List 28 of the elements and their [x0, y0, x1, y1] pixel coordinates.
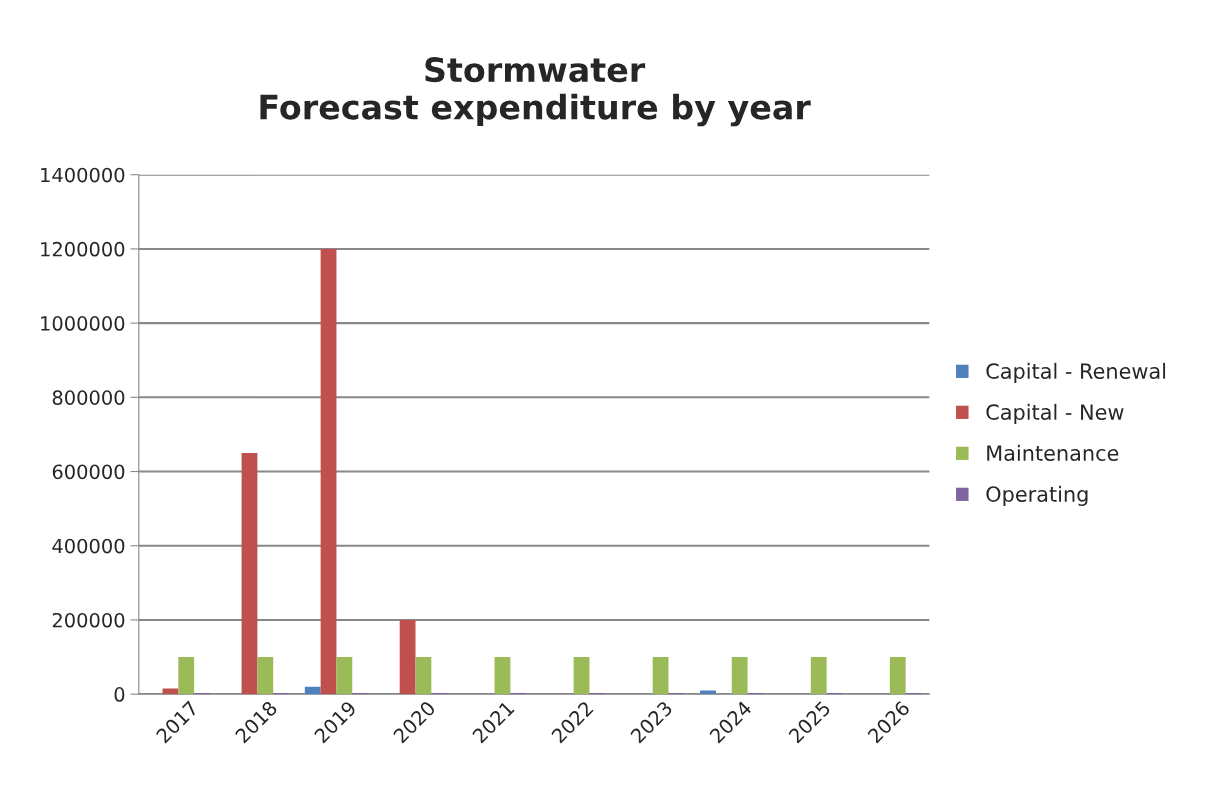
legend-label: Capital - New [986, 403, 1124, 425]
bar [399, 619, 416, 695]
y-tick-label: 1200000 [41, 241, 125, 257]
y-tick-label: 1000000 [41, 316, 125, 331]
bar [178, 657, 195, 695]
bar [810, 657, 827, 695]
legend-label: Capital - Renewal [986, 362, 1166, 384]
bar [573, 657, 590, 695]
y-tick-label: 200000 [52, 612, 125, 628]
bar [415, 657, 432, 695]
y-tick-label: 800000 [52, 390, 125, 405]
bar [652, 657, 669, 695]
bar [257, 657, 274, 695]
bar [304, 686, 321, 695]
y-tick-label: 1400000 [41, 167, 125, 183]
bar [731, 657, 748, 695]
bar [320, 248, 337, 695]
bar [889, 657, 906, 695]
bar [700, 690, 716, 695]
legend-label: Operating [986, 485, 1088, 506]
bar [241, 452, 258, 695]
legend-label: Maintenance [987, 444, 1119, 461]
y-tick-label: 0 [114, 687, 125, 702]
y-tick-label: 400000 [52, 538, 125, 554]
y-tick-label: 600000 [52, 464, 125, 480]
chart-title: Stormwater Forecast expenditure by year [260, 57, 811, 127]
bar [494, 657, 511, 695]
bar [336, 657, 353, 695]
